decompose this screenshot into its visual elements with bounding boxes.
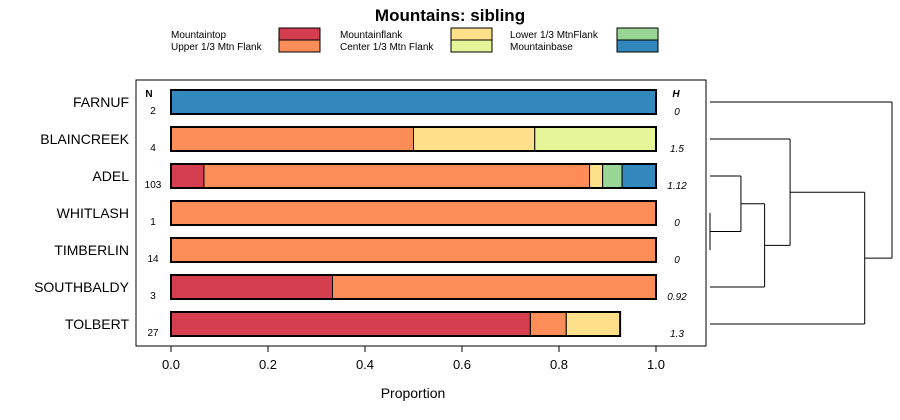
bar-segment xyxy=(170,311,531,337)
n-value: 14 xyxy=(147,254,159,265)
bar-segment xyxy=(589,163,604,189)
bar-segment xyxy=(170,163,205,189)
legend: Mountaintop Mountainflank Lower 1/3 MtnFla… xyxy=(171,27,659,53)
x-tick-label: 0.8 xyxy=(550,357,568,372)
bar-segment xyxy=(170,200,657,226)
legend-swatch xyxy=(450,27,493,41)
bar-segment xyxy=(529,311,567,337)
bar-segment xyxy=(332,274,657,300)
bars xyxy=(170,89,657,337)
h-value: 0 xyxy=(674,218,680,229)
h-column-header: H xyxy=(672,89,680,100)
bar-segment xyxy=(413,126,536,152)
x-tick-label: 0.0 xyxy=(162,357,180,372)
x-axis: 0.0 0.2 0.4 0.6 0.8 1.0 xyxy=(162,346,665,372)
x-tick-label: 0.6 xyxy=(453,357,471,372)
h-value: 1.3 xyxy=(670,329,684,340)
n-value: 103 xyxy=(145,180,162,191)
h-value: 0 xyxy=(674,255,680,266)
x-tick-label: 0.4 xyxy=(356,357,374,372)
legend-label: Lower 1/3 MtnFlank xyxy=(510,30,599,41)
n-value: 3 xyxy=(150,291,156,302)
dendrogram xyxy=(709,101,893,325)
row-label: ADEL xyxy=(92,168,129,184)
row-label: TOLBERT xyxy=(65,316,130,332)
legend-swatch xyxy=(616,39,659,53)
legend-label: Mountaintop xyxy=(171,30,226,41)
h-value: 1.5 xyxy=(670,144,684,155)
legend-label: Mountainbase xyxy=(510,42,573,53)
bar-segment xyxy=(203,163,591,189)
n-value: 4 xyxy=(150,143,156,154)
legend-swatch xyxy=(278,39,321,53)
row-label: WHITLASH xyxy=(57,205,129,221)
row-label: SOUTHBALDY xyxy=(34,279,130,295)
x-tick-label: 0.2 xyxy=(259,357,277,372)
bar-segment xyxy=(170,274,334,300)
bar-outline xyxy=(170,126,657,152)
plot-frame xyxy=(135,79,707,347)
chart-title: Mountains: sibling xyxy=(375,6,525,25)
legend-swatch xyxy=(450,39,493,53)
bar-segment xyxy=(534,126,657,152)
row-label: FARNUF xyxy=(73,94,129,110)
n-value: 1 xyxy=(150,217,156,228)
legend-label: Center 1/3 Mtn Flank xyxy=(340,42,434,53)
bar-outline xyxy=(170,311,622,337)
row-label: BLAINCREEK xyxy=(40,131,129,147)
bar-segment xyxy=(170,237,657,263)
x-tick-label: 1.0 xyxy=(647,357,665,372)
bar-segment xyxy=(170,89,657,115)
n-column-header: N xyxy=(145,89,152,100)
h-value: 0 xyxy=(674,107,680,118)
legend-label: Upper 1/3 Mtn Flank xyxy=(171,42,263,53)
bar-outline xyxy=(170,237,657,263)
bar-segment xyxy=(170,126,414,152)
bar-outline xyxy=(170,89,657,115)
n-value: 2 xyxy=(150,106,156,117)
bar-segment xyxy=(621,163,657,189)
h-value: 1.12 xyxy=(667,181,687,192)
bar-segment xyxy=(602,163,623,189)
x-axis-label: Proportion xyxy=(381,385,446,401)
legend-swatch xyxy=(616,27,659,41)
legend-swatch xyxy=(278,27,321,41)
bar-segment xyxy=(565,311,621,337)
legend-label: Mountainflank xyxy=(340,30,403,41)
h-value: 0.92 xyxy=(667,292,687,303)
bar-outline xyxy=(170,200,657,226)
bar-outline xyxy=(170,274,657,300)
row-label: TIMBERLIN xyxy=(54,242,129,258)
bar-outline xyxy=(170,163,657,189)
n-value: 27 xyxy=(147,328,159,339)
